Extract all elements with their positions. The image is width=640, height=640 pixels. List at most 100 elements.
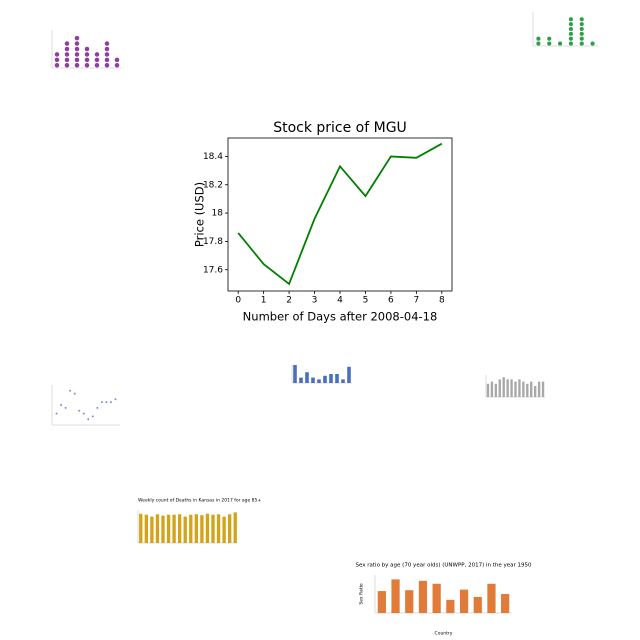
dot — [536, 36, 541, 41]
bar — [446, 599, 455, 613]
bar — [537, 381, 541, 397]
dot — [104, 41, 110, 46]
dot — [114, 57, 120, 63]
bar — [502, 377, 505, 397]
bar — [200, 515, 204, 543]
point — [64, 406, 67, 409]
bar — [514, 381, 517, 397]
bar — [405, 590, 414, 613]
x-tick-label: 1 — [261, 296, 267, 306]
point — [100, 401, 103, 404]
bar — [205, 513, 210, 543]
dot — [114, 63, 120, 68]
bar — [486, 383, 490, 397]
dot — [590, 41, 595, 46]
bar — [487, 583, 496, 613]
dot — [558, 41, 563, 46]
bar — [194, 514, 198, 543]
bar — [418, 580, 428, 613]
x-tick-label: 6 — [388, 296, 394, 306]
dot — [94, 52, 100, 57]
dot — [64, 63, 70, 68]
dot — [64, 57, 70, 63]
bar — [341, 379, 345, 383]
bar — [172, 514, 176, 543]
dot-column — [590, 41, 595, 46]
bar — [459, 589, 469, 613]
bar — [139, 513, 143, 543]
dot-column — [94, 52, 100, 68]
bar — [211, 514, 215, 543]
y-axis-label: Sex Ratio — [359, 583, 365, 604]
bar — [530, 381, 533, 397]
dot-column — [568, 17, 573, 46]
bar — [305, 372, 309, 383]
dot — [568, 41, 573, 46]
dot — [104, 46, 110, 52]
bar — [299, 377, 303, 383]
bar — [501, 594, 510, 613]
bar — [166, 514, 171, 543]
dot — [74, 35, 80, 41]
y-tick-label: 18.2 — [203, 180, 223, 190]
dot — [104, 57, 110, 63]
dot — [547, 41, 552, 46]
x-tick-label: 8 — [439, 296, 445, 306]
dot-column — [84, 46, 90, 68]
bar — [189, 514, 193, 543]
bar — [233, 512, 237, 543]
bar — [144, 514, 148, 543]
dot-column — [547, 36, 552, 46]
dot-column — [536, 36, 541, 46]
dot — [74, 52, 80, 57]
bar — [432, 583, 441, 613]
dot-column — [104, 41, 110, 68]
chart-title: Weekly count of Deaths in Kansas in 2017… — [138, 498, 261, 504]
x-tick-label: 4 — [337, 296, 343, 306]
dot — [74, 63, 80, 68]
dot — [568, 22, 573, 27]
dot — [579, 36, 584, 41]
dot — [579, 22, 584, 27]
bar — [506, 379, 509, 397]
bar — [526, 383, 529, 397]
bar — [329, 374, 333, 383]
y-tick-label: 17.8 — [203, 237, 223, 247]
bar — [490, 381, 494, 397]
dot — [104, 52, 110, 57]
y-tick-label: 17.6 — [203, 265, 223, 275]
point — [73, 392, 76, 395]
y-axis-label: Price (USD) — [193, 182, 207, 247]
bar — [335, 374, 339, 383]
bar — [155, 514, 160, 543]
dot-column — [54, 52, 60, 68]
chart-title: Stock price of MGU — [273, 120, 407, 136]
dot — [84, 63, 90, 68]
dot — [536, 41, 541, 46]
bar — [498, 379, 501, 397]
x-tick-label: 2 — [286, 296, 292, 306]
dot — [54, 63, 60, 68]
dot — [64, 41, 70, 46]
dot — [84, 46, 90, 52]
dot — [568, 31, 573, 36]
bar — [178, 514, 182, 543]
dot — [104, 63, 110, 68]
dot — [94, 63, 100, 68]
dot — [74, 46, 80, 52]
x-tick-label: 5 — [363, 296, 369, 306]
bar — [510, 379, 513, 397]
dot — [84, 52, 90, 57]
dot — [94, 57, 100, 63]
bar — [391, 579, 400, 613]
dot — [568, 17, 573, 22]
dot — [579, 31, 584, 36]
dot — [579, 17, 584, 22]
point — [105, 401, 108, 404]
chart-title: Sex ratio by age (70 year olds) (UNWPP, … — [355, 563, 532, 569]
price-line — [237, 142, 443, 286]
y-tick-label: 18 — [212, 209, 224, 219]
dot — [64, 52, 70, 57]
dot — [568, 26, 573, 32]
bar — [161, 515, 165, 543]
